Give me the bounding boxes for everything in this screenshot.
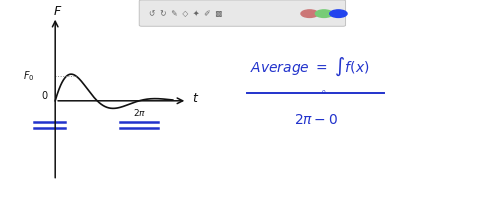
Text: t: t [192,92,197,105]
Circle shape [301,10,318,17]
Text: $\it{2\pi - 0}$: $\it{2\pi - 0}$ [294,113,337,127]
Text: ↺  ↻  ✎  ◇  ✦  ✐  ▩: ↺ ↻ ✎ ◇ ✦ ✐ ▩ [149,9,222,18]
Text: F: F [54,5,61,18]
Text: $F_0$: $F_0$ [23,69,35,83]
Text: 0: 0 [42,91,48,101]
Circle shape [330,10,347,17]
Text: $2\pi$: $2\pi$ [132,107,146,118]
Text: $_0$: $_0$ [321,88,327,97]
FancyBboxPatch shape [139,0,346,26]
Text: $\it{Average}\ =\ \int f(x)$: $\it{Average}\ =\ \int f(x)$ [250,56,369,78]
Circle shape [315,10,333,17]
